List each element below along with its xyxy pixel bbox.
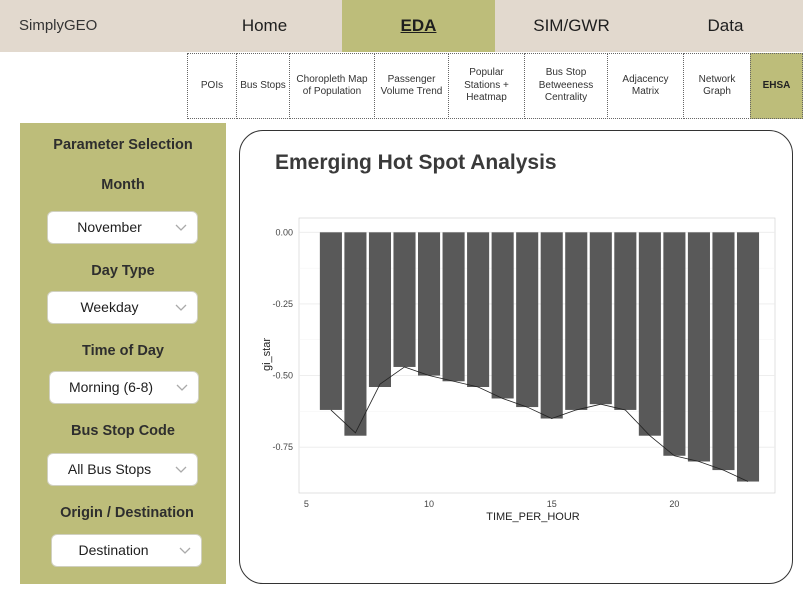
sidebar-title: Parameter Selection	[53, 137, 193, 153]
month-label: Month	[101, 177, 145, 193]
bar	[614, 232, 637, 410]
bar	[565, 232, 588, 410]
y-tick-label: -0.75	[272, 442, 293, 452]
x-tick-label: 5	[304, 499, 309, 509]
chevron-down-icon	[175, 304, 187, 311]
od-select[interactable]: Destination	[51, 534, 202, 567]
nav-eda[interactable]: EDA	[342, 0, 495, 52]
y-axis-label: gi_star	[261, 338, 273, 371]
daytype-value: Weekday	[80, 299, 139, 315]
x-tick-label: 10	[424, 499, 434, 509]
tab-pois[interactable]: POIs	[187, 53, 237, 119]
chevron-down-icon	[176, 384, 188, 391]
busstop-label: Bus Stop Code	[71, 423, 175, 439]
tab-label: EHSA	[762, 79, 791, 91]
bar	[736, 232, 760, 482]
tab-network-graph[interactable]: Network Graph	[683, 53, 751, 119]
chevron-down-icon	[175, 466, 187, 473]
tab-ehsa[interactable]: EHSA	[750, 53, 803, 119]
busstop-value: All Bus Stops	[67, 461, 152, 477]
tab-passenger-volume[interactable]: Passenger Volume Trend	[374, 53, 449, 119]
bar	[442, 232, 465, 382]
brand-logo[interactable]: SimplyGEO	[19, 17, 98, 34]
od-value: Destination	[78, 542, 149, 558]
daytype-label: Day Type	[91, 263, 155, 279]
tab-choropleth[interactable]: Choropleth Map of Population	[289, 53, 375, 119]
nav-data[interactable]: Data	[707, 16, 744, 35]
od-label: Origin / Destination	[60, 505, 194, 521]
bar	[712, 232, 735, 471]
x-tick-label: 15	[547, 499, 557, 509]
y-tick-label: -0.25	[272, 299, 293, 309]
tab-bus-stops[interactable]: Bus Stops	[236, 53, 290, 119]
tab-label: Network Graph	[698, 73, 736, 98]
tab-label: Bus Stops	[240, 79, 286, 91]
time-label: Time of Day	[82, 343, 164, 359]
bar	[319, 232, 342, 410]
tab-label: Adjacency Matrix	[622, 73, 669, 98]
trend-line	[330, 366, 749, 482]
bar	[638, 232, 661, 436]
chevron-down-icon	[179, 547, 191, 554]
bar	[344, 232, 367, 436]
bar	[687, 232, 710, 462]
ehsa-panel: Emerging Hot Spot Analysis 5 10 15 20 0.00 -0…	[239, 130, 793, 584]
month-value: November	[77, 219, 142, 235]
tab-label: Bus Stop Betweeness Centrality	[538, 67, 594, 104]
bar	[491, 232, 514, 399]
panel-title: Emerging Hot Spot Analysis	[275, 151, 557, 174]
daytype-select[interactable]: Weekday	[47, 291, 198, 324]
gi-star-bar-chart: 5 10 15 20 0.00 -0.25 -0.50 -0.75 TIME_PER_HOUR g…	[261, 217, 776, 523]
nav-home[interactable]: Home	[241, 16, 288, 35]
tab-popular-stations[interactable]: Popular Stations + Heatmap	[448, 53, 525, 119]
time-select[interactable]: Morning (6-8)	[49, 371, 199, 404]
bar	[368, 232, 392, 388]
bar	[516, 232, 539, 408]
top-navbar: SimplyGEO Home EDA SIM/GWR Data	[0, 0, 803, 52]
month-select[interactable]: November	[47, 211, 198, 244]
bar	[467, 232, 490, 388]
nav-sim-gwr[interactable]: SIM/GWR	[533, 16, 610, 35]
busstop-select[interactable]: All Bus Stops	[47, 453, 198, 486]
x-axis-label: TIME_PER_HOUR	[486, 511, 580, 523]
bar	[540, 232, 563, 419]
parameter-sidebar: Parameter Selection Month November Day T…	[20, 123, 226, 584]
bar	[418, 232, 441, 376]
tab-label: Choropleth Map of Population	[296, 73, 368, 98]
bar	[393, 232, 416, 367]
tab-label: POIs	[200, 79, 224, 91]
eda-subtabs: POIs Bus Stops Choropleth Map of Populat…	[187, 53, 803, 119]
tab-label: Passenger Volume Trend	[380, 73, 443, 98]
y-tick-label: -0.50	[272, 371, 293, 381]
x-tick-label: 20	[669, 499, 679, 509]
tab-label: Popular Stations + Heatmap	[464, 67, 509, 104]
bar	[589, 232, 612, 405]
tab-betweenness[interactable]: Bus Stop Betweeness Centrality	[524, 53, 608, 119]
tab-adjacency-matrix[interactable]: Adjacency Matrix	[607, 53, 684, 119]
time-value: Morning (6-8)	[68, 379, 154, 395]
y-tick-label: 0.00	[275, 227, 293, 237]
bar	[663, 232, 686, 456]
chevron-down-icon	[175, 224, 187, 231]
